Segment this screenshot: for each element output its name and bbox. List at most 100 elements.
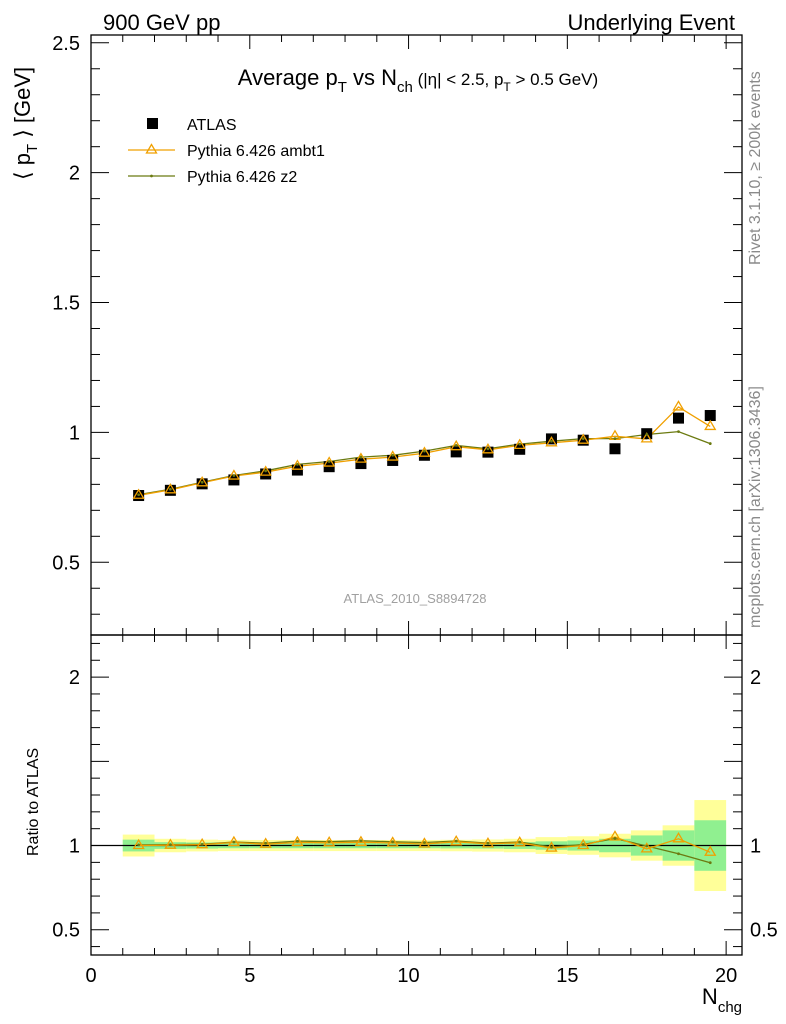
legend-z2-label: Pythia 6.426 z2 bbox=[187, 169, 297, 186]
header-left: 900 GeV pp bbox=[103, 10, 220, 35]
y-axis-label: ⟨ pT ⟩ [GeV] bbox=[10, 67, 41, 180]
atlas-data-point bbox=[577, 434, 589, 446]
plot-title: Average pT vs Nch (|η| < 2.5, pT > 0.5 G… bbox=[238, 65, 598, 96]
z2-ratio-point bbox=[200, 842, 204, 846]
z2-ratio-point bbox=[423, 841, 426, 844]
ambt1-point bbox=[481, 443, 495, 454]
ambt1-ratio-point bbox=[418, 837, 431, 848]
z2-point bbox=[454, 443, 458, 447]
ratio-y-tick-label-right: 0.5 bbox=[750, 920, 778, 942]
atlas-data-point bbox=[196, 478, 208, 490]
z2-ratio-point bbox=[581, 843, 585, 846]
z2-point bbox=[613, 437, 617, 441]
ambt1-point bbox=[386, 450, 399, 461]
legend-ambt1-marker bbox=[145, 143, 158, 154]
x-axis-label: Nchg bbox=[702, 984, 742, 1016]
ratio-plot-series bbox=[132, 830, 717, 865]
ambt1-ratio-point bbox=[196, 837, 209, 849]
ambt1-point bbox=[291, 459, 304, 470]
ratio-y-tick-label-left: 2 bbox=[69, 667, 80, 689]
atlas-data-point bbox=[545, 433, 557, 445]
ambt1-point bbox=[196, 476, 209, 487]
ambt1-ratio-point bbox=[640, 842, 653, 853]
z2-point bbox=[708, 442, 712, 445]
z2-point bbox=[168, 487, 172, 491]
atlas-data-point bbox=[355, 458, 367, 470]
atlas-data-point bbox=[418, 449, 430, 461]
z2-point bbox=[200, 480, 204, 484]
ambt1-point bbox=[704, 419, 717, 431]
x-tick-label: 15 bbox=[556, 965, 578, 987]
atlas-data-point bbox=[291, 464, 303, 476]
z2-ratio-point bbox=[708, 861, 712, 865]
ambt1-point bbox=[323, 456, 336, 467]
z2-point bbox=[423, 449, 426, 453]
z2-ratio-point bbox=[137, 843, 141, 847]
ambt1-ratio-point bbox=[227, 835, 241, 847]
ambt1-point bbox=[418, 446, 431, 457]
ambt1-ratio-point bbox=[323, 836, 336, 847]
z2-point bbox=[391, 453, 395, 457]
z2-point bbox=[518, 442, 522, 446]
ambt1-point bbox=[164, 483, 177, 494]
ambt1-ratio-point bbox=[513, 836, 526, 847]
main-y-tick-label: 1.5 bbox=[52, 293, 80, 315]
z2-ratio-point bbox=[613, 837, 617, 840]
main-y-tick-label: 2 bbox=[69, 163, 80, 185]
ambt1-ratio-point bbox=[164, 838, 177, 849]
legend-z2-marker bbox=[150, 174, 153, 178]
ambt1-point bbox=[640, 432, 653, 443]
tick-labels: 0 5 10 15 20 0.5 1 1.5 2 2.5 0.5 0.5 1 1 2 2 bbox=[52, 33, 778, 987]
ambt1-point bbox=[545, 436, 558, 447]
ratio-y-tick-label-right: 1 bbox=[750, 836, 761, 858]
ambt1-ratio-point bbox=[704, 845, 717, 856]
ambt1-ratio-point bbox=[450, 835, 463, 846]
z2-point bbox=[677, 430, 680, 434]
z2-ratio-point bbox=[677, 852, 680, 856]
x-tick-label: 5 bbox=[244, 965, 255, 987]
atlas-data-point bbox=[514, 443, 526, 455]
legend-atlas-label: ATLAS bbox=[187, 117, 237, 134]
z2-ratio-point bbox=[454, 839, 458, 843]
z2-ratio-point bbox=[550, 845, 553, 849]
main-y-tick-label: 1 bbox=[69, 422, 80, 444]
z2-point bbox=[264, 469, 268, 473]
main-y-tick-label: 2.5 bbox=[52, 33, 80, 55]
z2-point bbox=[581, 437, 585, 441]
z2-point bbox=[486, 447, 490, 451]
x-tick-label: 10 bbox=[397, 965, 419, 987]
axis-ticks bbox=[90, 35, 742, 955]
legend: ATLAS Pythia 6.426 ambt1 Pythia 6.426 z2 bbox=[128, 117, 325, 186]
x-tick-label: 0 bbox=[85, 965, 96, 987]
header-right: Underlying Event bbox=[567, 10, 735, 35]
ambt1-point bbox=[513, 438, 526, 450]
ambt1-ratio-point bbox=[672, 832, 685, 843]
main-y-tick-label: 0.5 bbox=[52, 552, 80, 574]
atlas-data-point bbox=[704, 410, 716, 422]
z2-point bbox=[550, 439, 553, 443]
ratio-y-tick-label-left: 1 bbox=[69, 836, 80, 858]
ambt1-ratio-point bbox=[132, 838, 145, 850]
main-plot-series bbox=[132, 400, 717, 502]
ambt1-ratio-point bbox=[259, 837, 272, 848]
ambt1-ratio-point bbox=[577, 838, 590, 850]
z2-point bbox=[232, 474, 236, 477]
ambt1-ratio-point bbox=[608, 830, 622, 841]
ambt1-ratio-point bbox=[291, 835, 304, 847]
z2-point bbox=[327, 460, 331, 463]
ratio-y-tick-label-left: 0.5 bbox=[52, 920, 80, 942]
ratio-panel-frame bbox=[90, 634, 743, 956]
ambt1-point bbox=[132, 488, 145, 499]
atlas-data-point bbox=[672, 412, 684, 424]
z2-point bbox=[645, 433, 649, 436]
ambt1-ratio-point bbox=[545, 841, 558, 852]
mcplots-reference-label: mcplots.cern.ch [arXiv:1306.3436] bbox=[747, 386, 764, 628]
z2-point bbox=[296, 462, 299, 466]
ambt1-point bbox=[227, 469, 241, 480]
analysis-id-watermark: ATLAS_2010_S8894728 bbox=[344, 591, 487, 606]
ambt1-point bbox=[354, 452, 368, 463]
z2-ratio-point bbox=[327, 840, 331, 844]
z2-point bbox=[359, 455, 363, 459]
z2-ratio-point bbox=[168, 843, 172, 847]
